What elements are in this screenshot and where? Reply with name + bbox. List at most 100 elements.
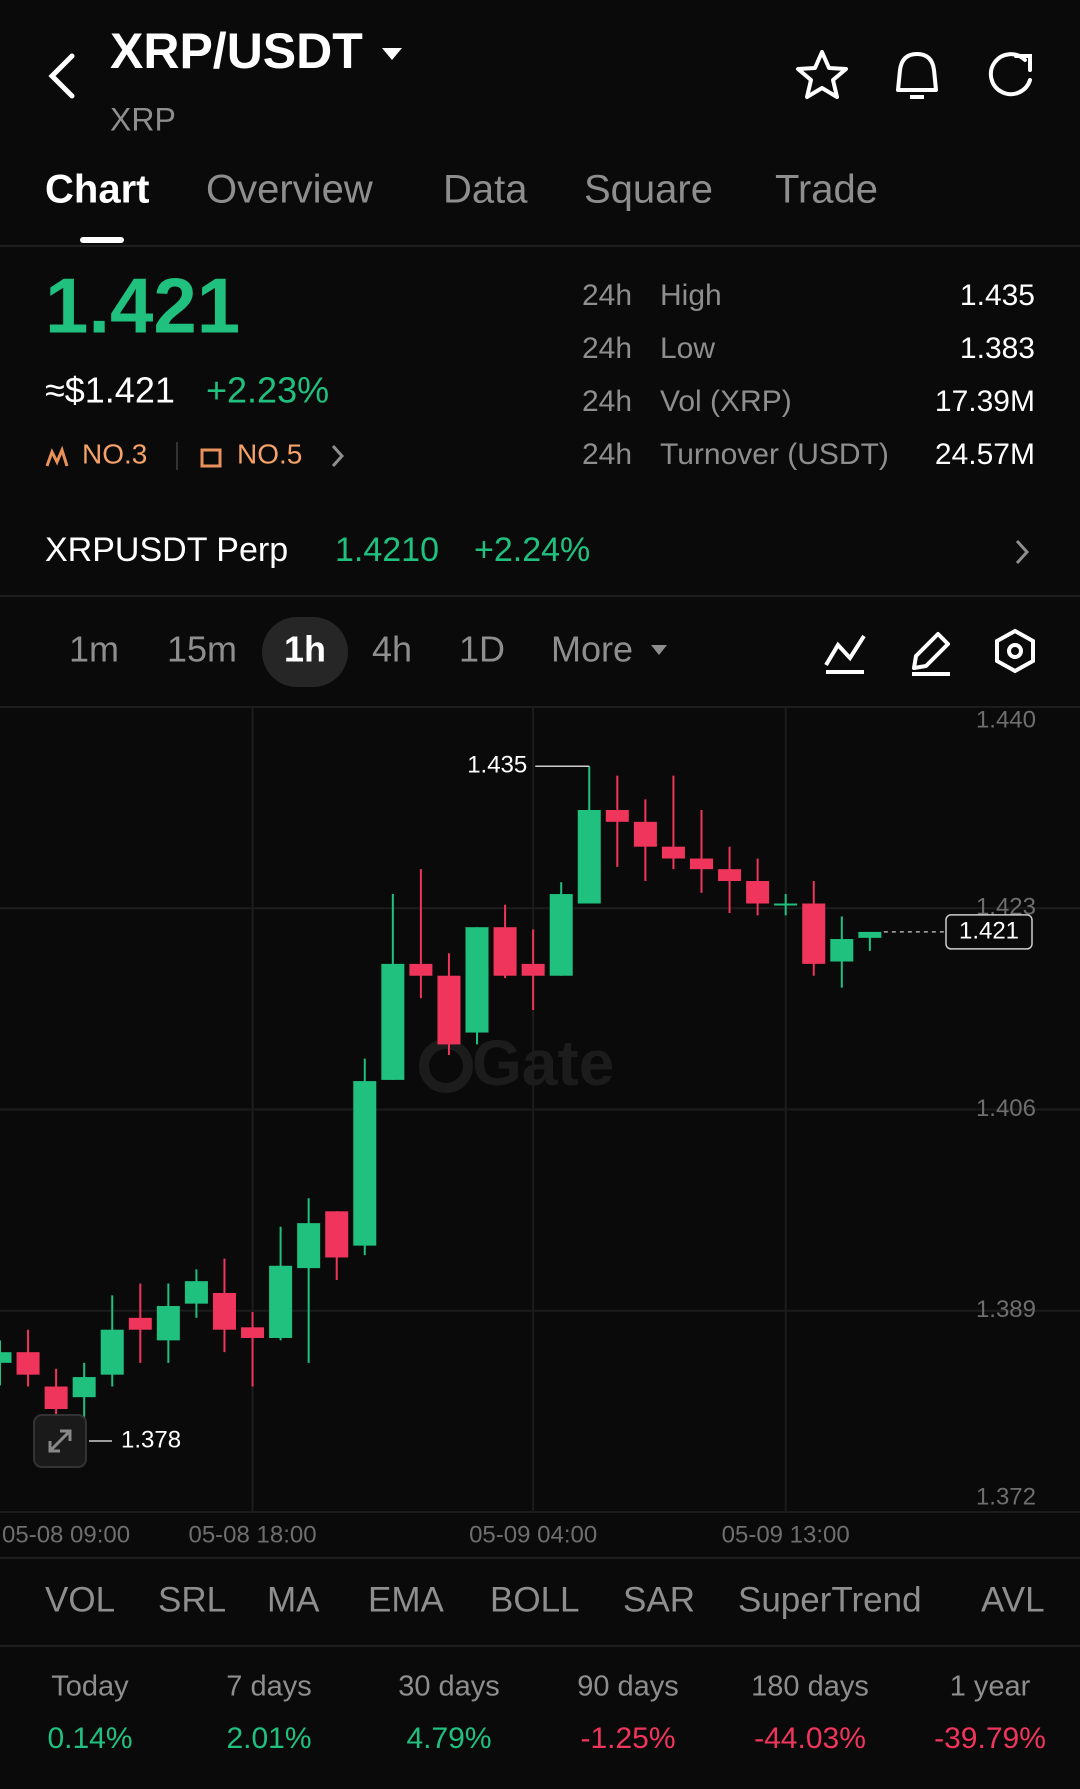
- stat-value: 1.435: [960, 279, 1035, 312]
- candle-body: [381, 963, 405, 1080]
- x-tick-label: 05-08 09:00: [2, 1521, 130, 1548]
- y-tick-label: 1.440: [976, 706, 1036, 733]
- candle-body: [437, 975, 461, 1045]
- last-price: 1.421: [45, 262, 240, 350]
- period-label: 1 year: [950, 1671, 1031, 1703]
- interval[interactable]: 15m: [167, 629, 237, 670]
- chevron[interactable]: [331, 444, 345, 468]
- candle-body: [16, 1352, 40, 1375]
- alert-icon[interactable]: [896, 52, 938, 99]
- interval[interactable]: More: [551, 629, 633, 670]
- candle-body: [746, 881, 770, 904]
- rank-label[interactable]: NO.3: [82, 438, 147, 469]
- indicator[interactable]: MA: [267, 1580, 320, 1619]
- dropdown-caret: [651, 645, 667, 655]
- price-tag: [945, 914, 1033, 950]
- perp-price: 1.4210: [335, 531, 439, 569]
- indicator[interactable]: SAR: [623, 1580, 695, 1619]
- tab[interactable]: Data: [443, 168, 528, 212]
- candle-body: [128, 1317, 152, 1330]
- indicator[interactable]: SRL: [158, 1580, 226, 1619]
- interval[interactable]: 1D: [459, 629, 505, 670]
- interval[interactable]: 1m: [69, 629, 119, 670]
- pair-title[interactable]: XRP/USDT: [110, 23, 363, 79]
- candle-body: [549, 894, 573, 976]
- indicator-icon[interactable]: [824, 634, 866, 674]
- chevron[interactable]: [1015, 539, 1030, 565]
- candle-body: [353, 1081, 377, 1246]
- watermark: Gate: [472, 1027, 614, 1099]
- refresh-icon[interactable]: [988, 52, 1032, 97]
- candle-body: [802, 903, 826, 964]
- price-tag-label: 1.421: [959, 917, 1019, 944]
- candle-body: [521, 963, 545, 976]
- candle-body: [830, 939, 854, 962]
- indicator[interactable]: BOLL: [490, 1580, 580, 1619]
- period-label: 7 days: [226, 1671, 311, 1703]
- candle-body: [409, 963, 433, 976]
- perp-change: +2.24%: [474, 531, 590, 569]
- period-return: -44.03%: [754, 1722, 866, 1755]
- candle-body: [661, 846, 685, 859]
- stat-label: High: [660, 279, 722, 312]
- tab[interactable]: Square: [584, 168, 713, 212]
- interval[interactable]: 4h: [372, 629, 412, 670]
- tab[interactable]: Trade: [775, 168, 878, 212]
- settings-icon[interactable]: [995, 628, 1035, 674]
- period-return: -39.79%: [934, 1722, 1046, 1755]
- tab-underline: [80, 237, 124, 243]
- stat-period: 24h: [582, 332, 632, 365]
- stat-value: 24.57M: [935, 438, 1035, 471]
- back-button[interactable]: [48, 53, 75, 99]
- period-return: 2.01%: [226, 1722, 311, 1755]
- period-label: Today: [51, 1671, 129, 1703]
- perp-name[interactable]: XRPUSDT Perp: [45, 531, 288, 569]
- candle-body: [44, 1386, 68, 1410]
- x-tick-label: 05-09 13:00: [722, 1521, 850, 1548]
- period-label: 180 days: [751, 1671, 869, 1703]
- x-tick-label: 05-09 04:00: [469, 1521, 597, 1548]
- rank-label[interactable]: NO.5: [237, 438, 302, 469]
- pair-dropdown[interactable]: [382, 48, 402, 60]
- usd-price: ≈$1.421: [45, 370, 175, 411]
- low-marker: 1.378: [121, 1426, 181, 1453]
- y-tick-label: 1.372: [976, 1483, 1036, 1510]
- indicator[interactable]: VOL: [45, 1580, 115, 1619]
- interval[interactable]: 1h: [284, 629, 326, 670]
- indicator[interactable]: EMA: [368, 1580, 445, 1619]
- favorite-icon[interactable]: [796, 50, 848, 99]
- stat-label: Turnover (USDT): [660, 438, 889, 471]
- tab[interactable]: Chart: [45, 168, 149, 212]
- x-tick-label: 05-08 18:00: [188, 1521, 316, 1548]
- candle-body: [493, 927, 517, 976]
- candle-body: [858, 931, 882, 938]
- rank-icon: [200, 448, 222, 468]
- candle-body: [72, 1377, 96, 1398]
- stat-period: 24h: [582, 438, 632, 471]
- settings-icon-center: [1007, 643, 1023, 659]
- indicator[interactable]: AVL: [981, 1580, 1045, 1619]
- price-change: +2.23%: [206, 370, 329, 411]
- period-return: -1.25%: [580, 1722, 675, 1755]
- y-tick-label: 1.389: [976, 1296, 1036, 1323]
- period-return: 4.79%: [406, 1722, 491, 1755]
- y-tick-label: 1.406: [976, 1095, 1036, 1122]
- tab[interactable]: Overview: [206, 168, 373, 212]
- high-marker: 1.435: [467, 752, 527, 779]
- candle-body: [297, 1223, 321, 1269]
- draw-icon[interactable]: [912, 632, 950, 676]
- stat-period: 24h: [582, 279, 632, 312]
- base-asset: XRP: [110, 101, 176, 137]
- indicator[interactable]: SuperTrend: [738, 1580, 922, 1619]
- candle-body: [465, 927, 489, 1033]
- candle-body: [605, 809, 629, 822]
- candle-body: [633, 821, 657, 847]
- candle-body: [0, 1352, 12, 1363]
- period-label: 90 days: [577, 1671, 679, 1703]
- candle-body: [690, 858, 713, 870]
- expand-icon: [48, 1429, 72, 1453]
- stat-value: 1.383: [960, 332, 1035, 365]
